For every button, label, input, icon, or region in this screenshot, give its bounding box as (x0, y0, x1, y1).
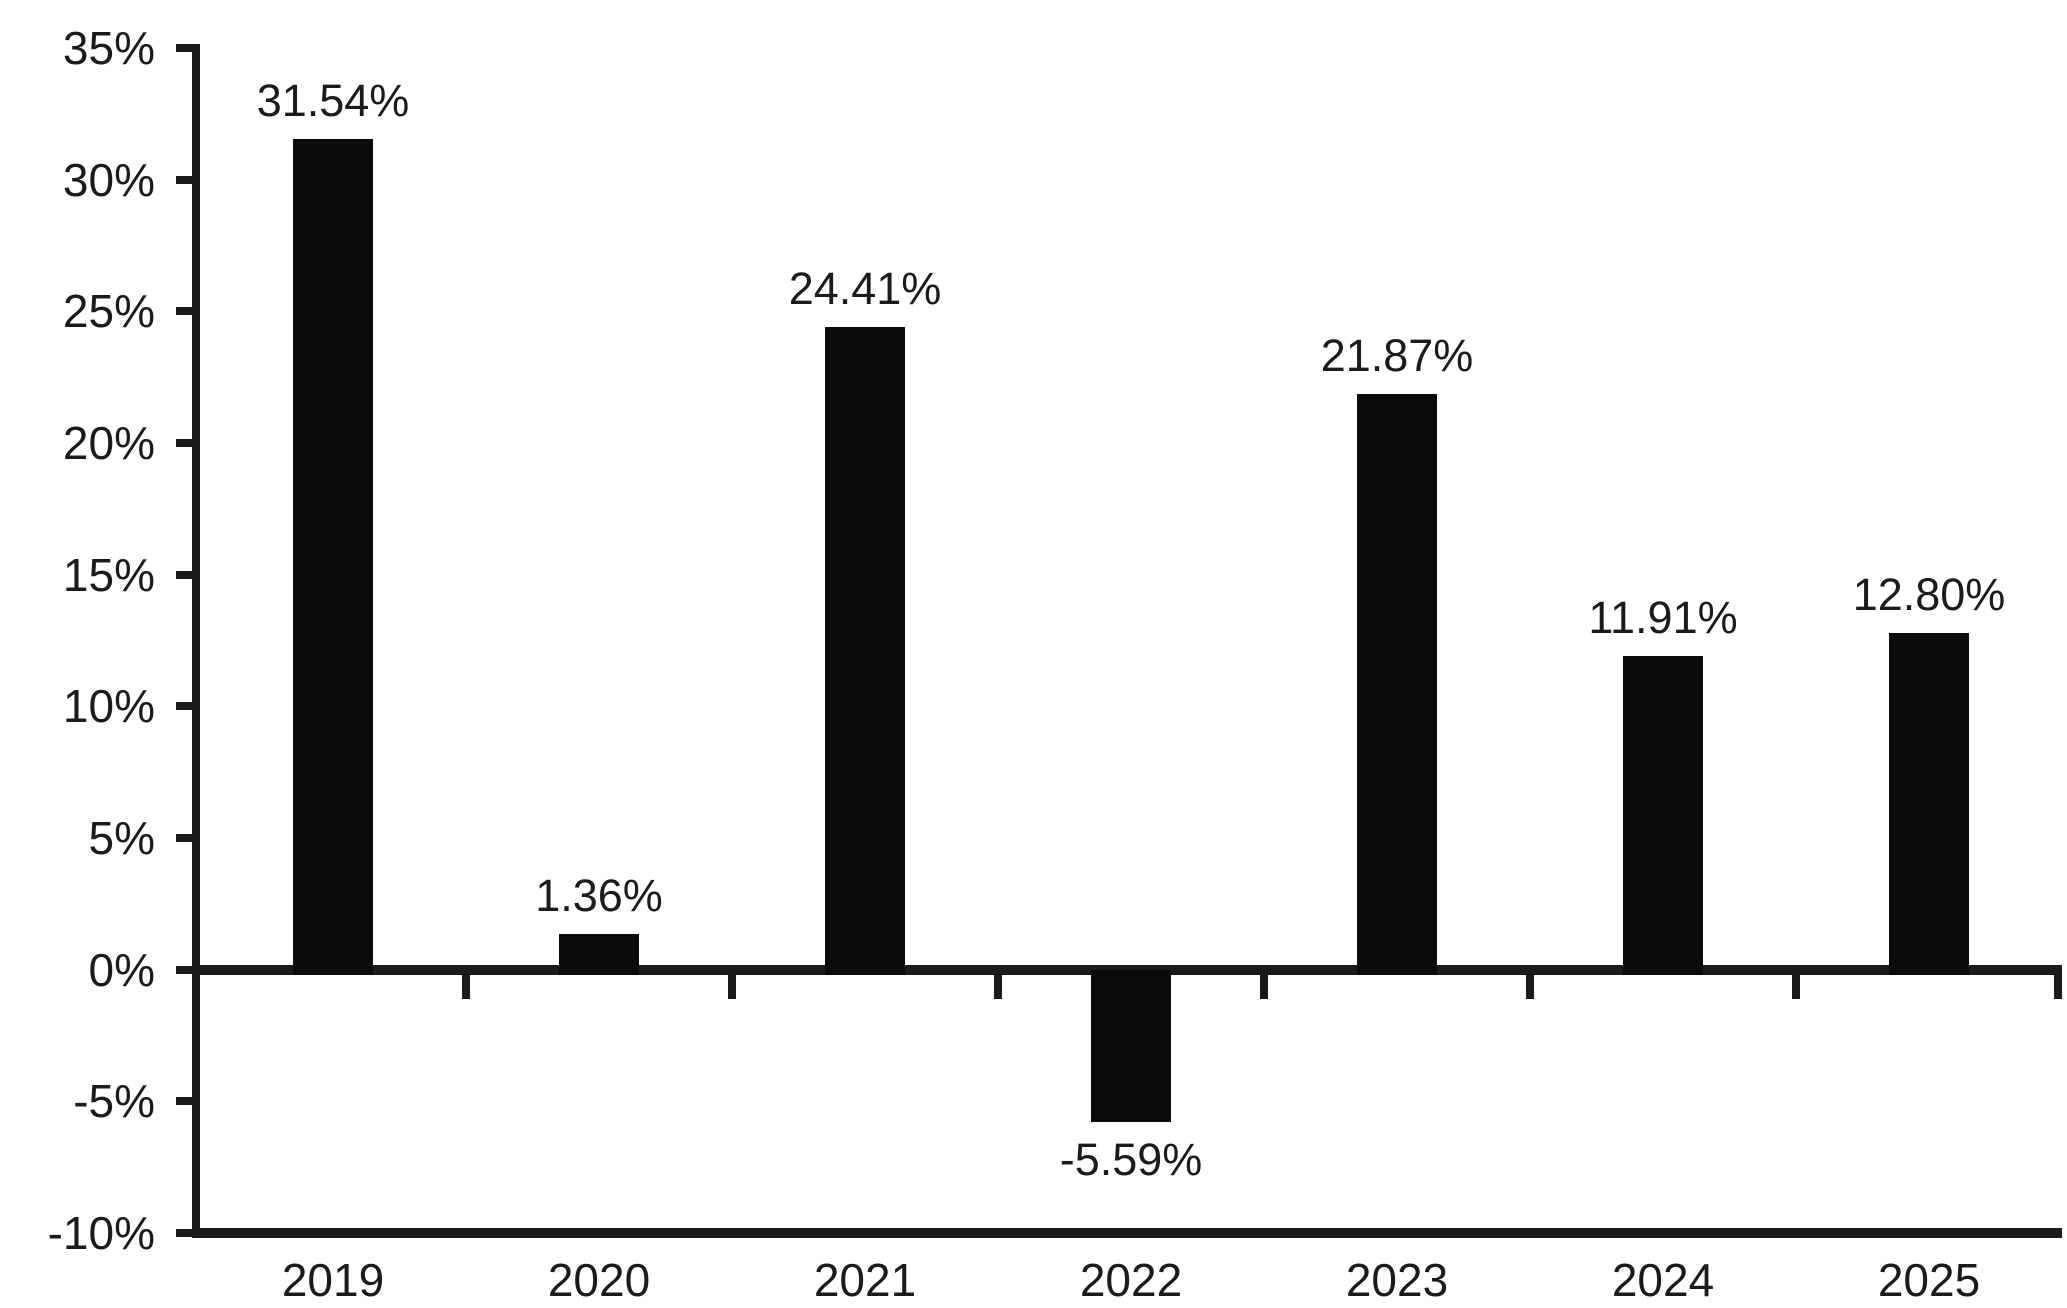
x-axis-tick (2054, 972, 2062, 999)
x-axis-category-label: 2019 (281, 1254, 385, 1306)
bar-value-label: 1.36% (535, 869, 663, 921)
y-axis-tick-label: 35% (62, 22, 155, 74)
x-axis-category-label: 2022 (1079, 1254, 1183, 1306)
x-axis-category-label: 2020 (547, 1254, 651, 1306)
bar-value-label: 11.91% (1588, 592, 1738, 644)
bar-value-label: -5.59% (1059, 1133, 1203, 1185)
x-axis-tick (1260, 972, 1268, 999)
x-axis-category-label: 2023 (1345, 1254, 1449, 1306)
x-axis-category-label: 2025 (1877, 1254, 1981, 1306)
x-axis-tick (728, 972, 736, 999)
x-axis-category-label: 2021 (813, 1254, 917, 1306)
bar-value-label: 31.54% (256, 75, 410, 127)
y-axis-tick (176, 1229, 192, 1237)
y-axis-tick (176, 175, 192, 184)
x-axis-bottom-line (200, 1228, 2062, 1238)
y-axis-tick (176, 965, 192, 974)
y-axis-tick-label: 15% (62, 548, 155, 601)
bar-value-label: 24.41% (788, 262, 942, 314)
bar (1357, 393, 1437, 975)
y-axis-tick-label: 30% (62, 153, 155, 206)
bar (1889, 632, 1969, 975)
bar (1623, 656, 1703, 975)
bar-value-label: 21.87% (1320, 329, 1474, 381)
y-axis-tick-label: 10% (62, 680, 155, 733)
bar-value-label: 12.80% (1852, 568, 2006, 620)
y-axis-tick-label: -10% (47, 1207, 155, 1259)
y-axis-tick (176, 1097, 192, 1106)
bar (293, 139, 373, 975)
y-axis-tick-label: -5% (73, 1075, 155, 1128)
y-axis-tick-label: 5% (88, 812, 155, 864)
y-axis-tick (176, 834, 192, 842)
y-axis-tick (176, 439, 192, 447)
x-axis-tick (994, 972, 1002, 999)
x-axis-category-label: 2024 (1611, 1254, 1715, 1306)
bar (1091, 969, 1171, 1122)
y-axis-tick (176, 44, 192, 52)
y-axis-tick (176, 702, 192, 711)
y-axis-line (192, 44, 200, 1238)
y-axis-tick-label: 20% (62, 417, 155, 469)
y-axis-tick (176, 570, 192, 579)
y-axis-tick-label: 0% (88, 943, 155, 996)
x-axis-tick (1792, 972, 1800, 999)
x-axis-tick (1526, 972, 1534, 999)
x-axis-tick (462, 972, 470, 999)
y-axis-tick (176, 307, 192, 316)
y-axis-tick-label: 25% (62, 285, 155, 338)
bar (559, 933, 639, 975)
bar (825, 326, 905, 975)
